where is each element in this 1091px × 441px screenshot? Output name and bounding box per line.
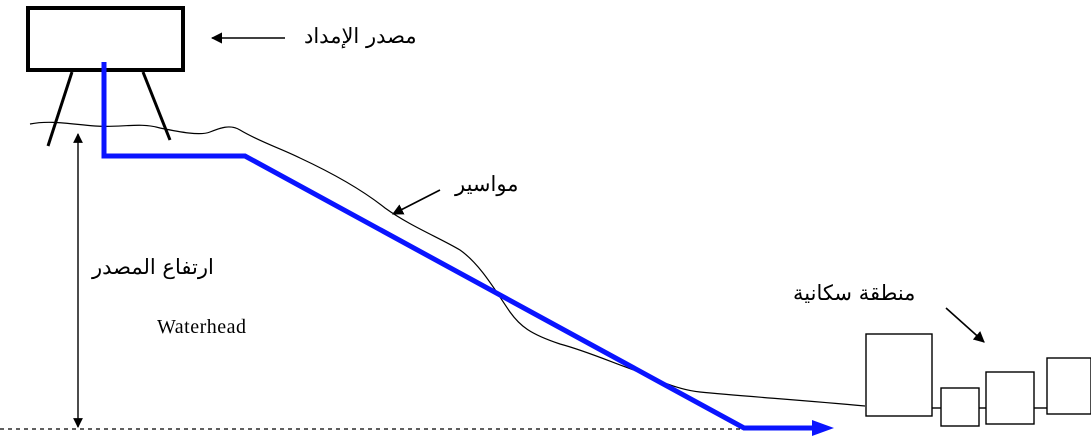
residential-buildings — [865, 333, 1091, 427]
pipes-label: مواسير — [455, 172, 519, 196]
waterhead-label: Waterhead — [157, 316, 247, 338]
tank-leg-right — [141, 71, 172, 141]
building-3 — [985, 371, 1035, 425]
building-4 — [1046, 357, 1091, 415]
residential-area-label: منطقة سكانية — [793, 281, 916, 305]
tank-leg-left — [46, 71, 74, 147]
water-pipe — [101, 62, 815, 431]
supply-tank — [26, 6, 185, 72]
pipe-arrowhead — [812, 420, 834, 436]
building-2 — [940, 387, 980, 427]
source-height-label: ارتفاع المصدر — [92, 255, 214, 279]
building-1 — [865, 333, 933, 417]
supply-source-label: مصدر الإمداد — [304, 24, 417, 48]
residential-label-arrow — [945, 307, 985, 343]
pipes-label-arrow — [392, 189, 441, 215]
